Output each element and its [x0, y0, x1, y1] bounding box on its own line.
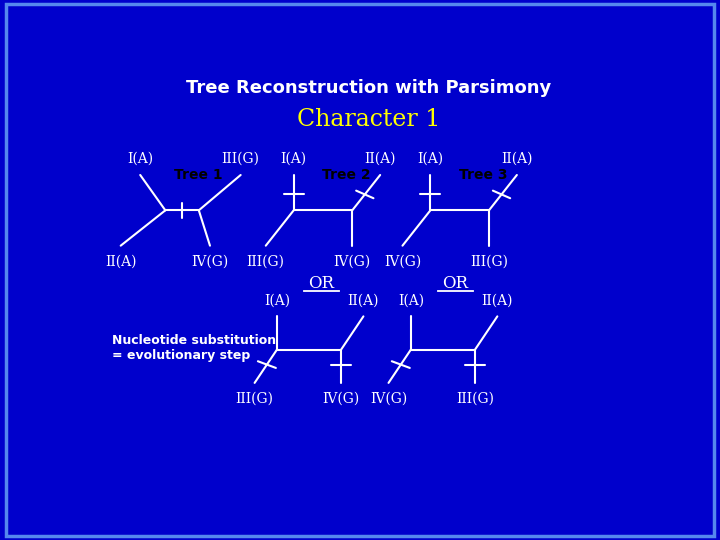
- Text: OR: OR: [309, 275, 335, 292]
- Text: III(G): III(G): [222, 152, 260, 166]
- Text: Tree Reconstruction with Parsimony: Tree Reconstruction with Parsimony: [186, 79, 552, 97]
- Text: IV(G): IV(G): [384, 255, 421, 269]
- Text: IV(G): IV(G): [323, 392, 360, 406]
- Text: I(A): I(A): [127, 152, 153, 166]
- Text: Tree 3: Tree 3: [459, 168, 508, 182]
- Text: III(G): III(G): [470, 255, 508, 269]
- Text: II(A): II(A): [348, 293, 379, 307]
- Text: I(A): I(A): [281, 152, 307, 166]
- Text: Tree 1: Tree 1: [174, 168, 223, 182]
- Text: Tree 2: Tree 2: [323, 168, 371, 182]
- Text: III(G): III(G): [235, 392, 274, 406]
- Text: II(A): II(A): [501, 152, 533, 166]
- Text: I(A): I(A): [397, 293, 424, 307]
- Text: I(A): I(A): [264, 293, 290, 307]
- Text: OR: OR: [443, 275, 469, 292]
- Text: I(A): I(A): [418, 152, 444, 166]
- Text: IV(G): IV(G): [370, 392, 407, 406]
- Text: IV(G): IV(G): [192, 255, 228, 269]
- Text: III(G): III(G): [456, 392, 494, 406]
- Text: II(A): II(A): [482, 293, 513, 307]
- Text: II(A): II(A): [105, 255, 137, 269]
- Text: Nucleotide substitution
= evolutionary step: Nucleotide substitution = evolutionary s…: [112, 334, 276, 362]
- Text: IV(G): IV(G): [333, 255, 371, 269]
- Text: Character 1: Character 1: [297, 109, 441, 131]
- Text: III(G): III(G): [247, 255, 285, 269]
- Text: II(A): II(A): [364, 152, 396, 166]
